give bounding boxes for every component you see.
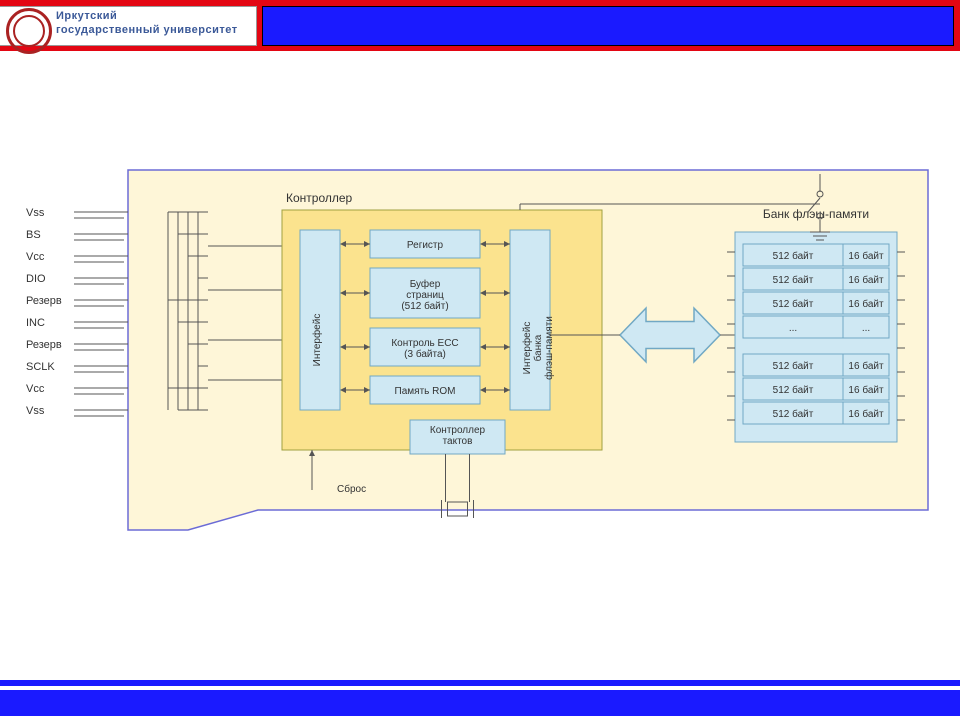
svg-text:INC: INC [26, 317, 45, 329]
svg-text:Vcc: Vcc [26, 383, 45, 395]
svg-text:...: ... [789, 323, 797, 334]
university-name-line2: государственный университет [56, 24, 238, 38]
svg-text:512 байт: 512 байт [773, 274, 814, 286]
svg-text:512 байт: 512 байт [773, 360, 814, 372]
svg-text:...: ... [862, 323, 870, 334]
svg-text:Резерв: Резерв [26, 339, 62, 351]
block-diagram: Vss BS Vcc DIO Резерв INC Резерв SCLK Vcc Vss Конт… [0, 150, 960, 570]
svg-text:512 байт: 512 байт [773, 250, 814, 262]
svg-text:Банк флэш-памяти: Банк флэш-памяти [763, 207, 869, 221]
svg-text:Контроллер: Контроллер [286, 191, 353, 205]
svg-text:16 байт: 16 байт [848, 250, 884, 262]
svg-text:Сброс: Сброс [337, 483, 366, 495]
svg-text:16 байт: 16 байт [848, 384, 884, 396]
svg-text:16 байт: 16 байт [848, 408, 884, 420]
header-blue-bar [262, 6, 954, 46]
university-name: Иркутский государственный университет [56, 10, 238, 38]
svg-text:512 байт: 512 байт [773, 408, 814, 420]
svg-text:Интерфейс: Интерфейс [311, 314, 323, 367]
svg-text:512 байт: 512 байт [773, 384, 814, 396]
university-logo-icon [6, 8, 52, 54]
svg-text:16 байт: 16 байт [848, 274, 884, 286]
svg-text:Vss: Vss [26, 207, 45, 219]
svg-text:SCLK: SCLK [26, 361, 55, 373]
svg-text:16 байт: 16 байт [848, 360, 884, 372]
svg-text:16 байт: 16 байт [848, 298, 884, 310]
svg-text:Vcc: Vcc [26, 251, 45, 263]
svg-text:512 байт: 512 байт [773, 298, 814, 310]
footer-bar [0, 694, 960, 716]
svg-text:Память ROM: Память ROM [395, 386, 456, 397]
svg-text:BS: BS [26, 229, 41, 241]
svg-text:DIO: DIO [26, 273, 46, 285]
svg-text:Регистр: Регистр [407, 240, 444, 251]
svg-text:Резерв: Резерв [26, 295, 62, 307]
svg-text:Vss: Vss [26, 405, 45, 417]
university-name-line1: Иркутский [56, 10, 238, 24]
